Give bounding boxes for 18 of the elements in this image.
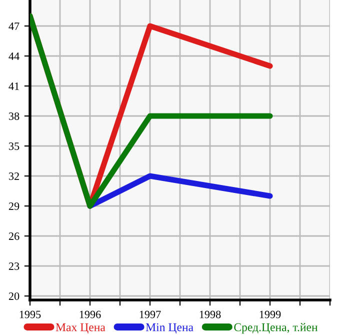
y-tick-label: 44 (8, 52, 20, 60)
y-tick-label: 32 (9, 172, 19, 180)
x-tick-label: 1995 (20, 310, 41, 318)
legend-label: Min Цена (146, 323, 194, 334)
y-tick-label: 29 (8, 202, 20, 210)
x-tick-label: 1997 (140, 310, 161, 318)
y-tick-label: 20 (8, 292, 20, 300)
y-tick-label: 35 (9, 142, 20, 150)
legend-label: Max Цена (56, 323, 106, 334)
x-tick-label: 1996 (80, 310, 101, 318)
y-tick-label: 26 (8, 232, 20, 240)
y-tick-label: 47 (8, 22, 20, 30)
y-tick-label: 41 (8, 82, 19, 90)
x-tick-label: 1999 (260, 310, 281, 318)
y-tick-label: 38 (9, 112, 20, 120)
y-tick-label: 23 (8, 262, 20, 270)
x-tick-label: 1998 (200, 310, 221, 318)
legend-label: Сред.Цена, т.йен (234, 323, 318, 334)
